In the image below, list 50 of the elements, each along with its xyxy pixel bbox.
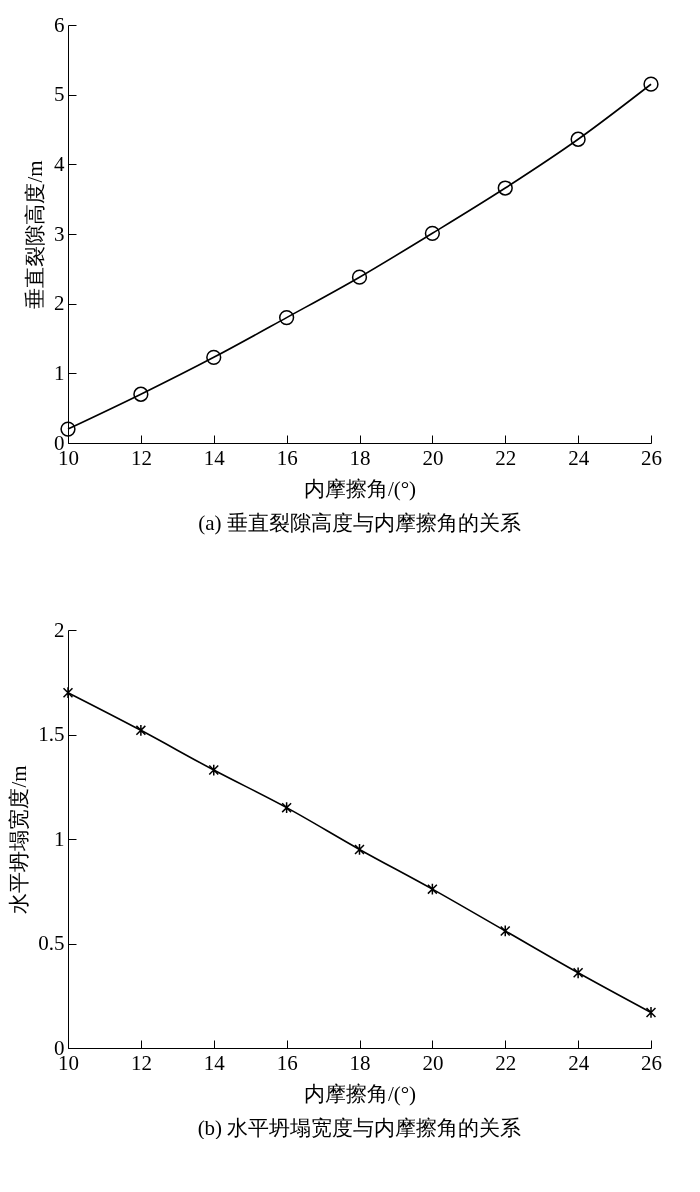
y-tick-label: 1 [54, 826, 65, 851]
x-tick-label: 18 [349, 445, 371, 470]
x-tick-label: 24 [568, 445, 590, 470]
x-tick-label: 18 [349, 1050, 371, 1075]
x-tick-label: 16 [276, 1050, 298, 1075]
point [133, 386, 149, 402]
point [497, 180, 513, 196]
x-axis-title: 内摩擦角/(°) [303, 1081, 417, 1106]
x-tick-label: 22 [495, 1050, 517, 1075]
x-tick-label: 12 [130, 1050, 152, 1075]
x-tick-label: 14 [203, 445, 226, 470]
x-tick-label: 20 [422, 445, 444, 470]
point [281, 801, 292, 814]
y-tick-label: 6 [54, 12, 65, 37]
point [208, 763, 219, 777]
point [570, 131, 586, 147]
point [354, 843, 365, 856]
point [645, 1006, 657, 1019]
point [278, 309, 295, 326]
y-tick-label: 3 [54, 221, 65, 246]
x-tick-label: 24 [568, 1050, 590, 1075]
point [135, 724, 147, 737]
point [60, 421, 76, 437]
y-tick-label: 2 [54, 617, 65, 642]
point [206, 349, 222, 365]
x-tick-label: 20 [422, 1050, 444, 1075]
y-tick-label: 2 [54, 291, 65, 316]
x-tick-label: 16 [276, 445, 298, 470]
point [643, 76, 659, 92]
y-axis-title: 水平坍塌宽度/m [7, 765, 32, 914]
x-tick-label: 12 [130, 445, 152, 470]
x-axis-title: 内摩擦角/(°) [303, 476, 417, 501]
x-tick-label: 14 [203, 1050, 226, 1075]
point [351, 269, 368, 285]
text: (b) 水平坍塌宽度与内摩擦角的关系 [197, 1116, 522, 1140]
point [500, 924, 511, 938]
point [62, 686, 74, 699]
x-tick-label: 26 [641, 1050, 662, 1075]
point [424, 225, 441, 241]
y-tick-label: 0.5 [38, 931, 65, 955]
y-axis-title: 垂直裂隙高度/m [23, 160, 47, 309]
x-tick-label: 26 [641, 445, 662, 470]
point [427, 883, 438, 896]
y-tick-label: 1 [54, 360, 65, 385]
y-tick-label: 4 [54, 151, 65, 176]
y-tick-label: 1.5 [38, 722, 65, 746]
point [572, 966, 584, 979]
text: (a) 垂直裂隙高度与内摩擦角的关系 [198, 511, 521, 535]
x-tick-label: 22 [495, 445, 517, 470]
y-tick-label: 5 [54, 82, 65, 107]
